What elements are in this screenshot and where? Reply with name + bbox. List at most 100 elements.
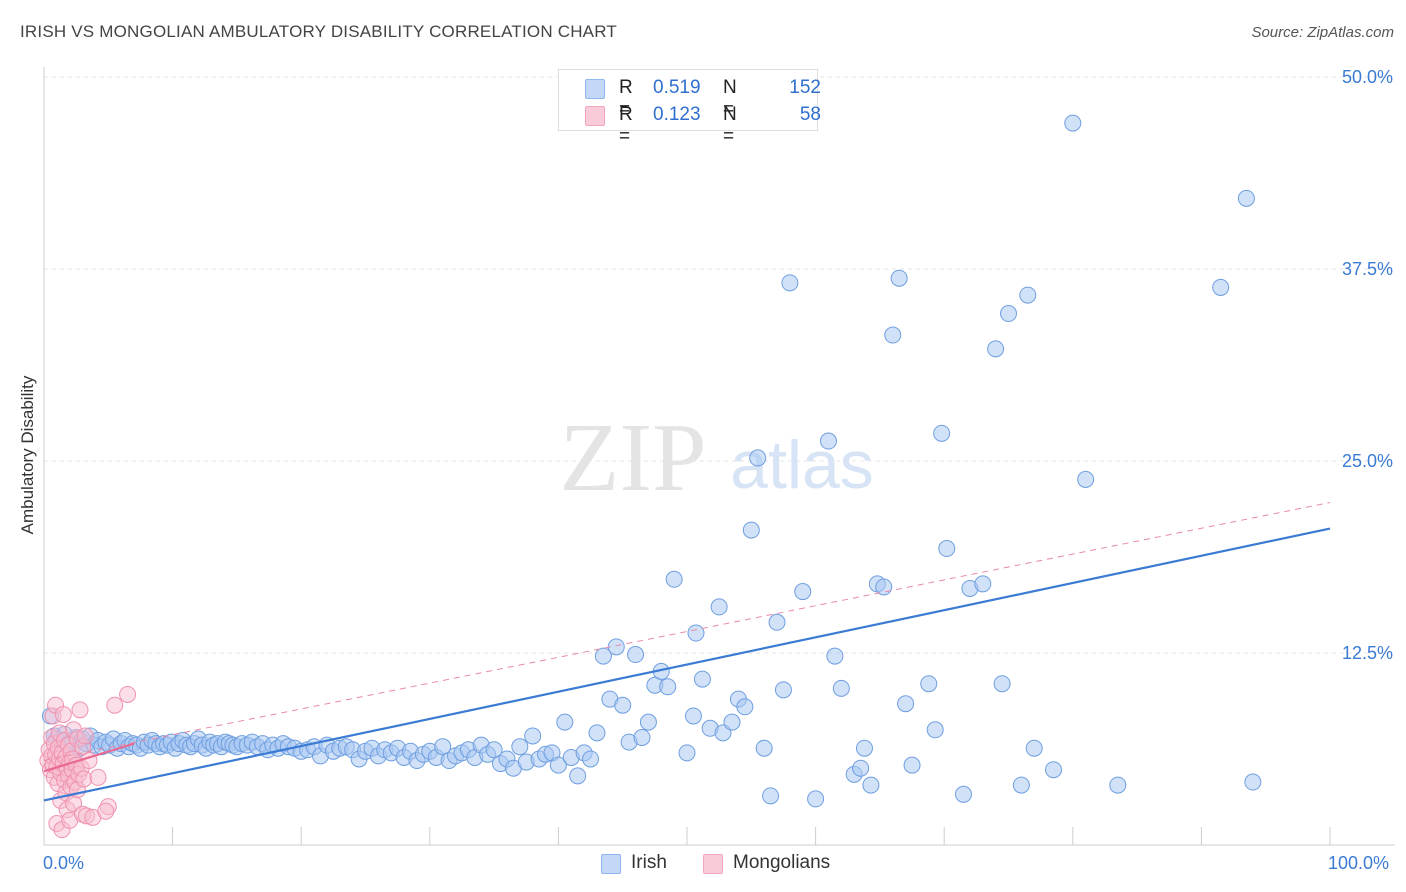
legend-n-value: 58 bbox=[799, 104, 821, 125]
irish-point-132 bbox=[755, 739, 773, 757]
irish-trend-line bbox=[43, 527, 1331, 802]
grid-lines bbox=[44, 76, 1395, 654]
mongolian-trend-projection bbox=[43, 501, 1331, 762]
irish-point-162 bbox=[1012, 776, 1030, 794]
irish-point-153 bbox=[926, 721, 944, 739]
irish-point-156 bbox=[954, 785, 972, 803]
irish-point-171 bbox=[1244, 773, 1262, 791]
irish-point-125 bbox=[710, 598, 728, 616]
irish-point-147 bbox=[875, 578, 893, 596]
irish-point-144 bbox=[855, 739, 873, 757]
irish-point-121 bbox=[684, 707, 702, 725]
legend-n-label: N = bbox=[723, 104, 737, 147]
watermark-zip: ZIP bbox=[560, 404, 707, 512]
irish-point-158 bbox=[974, 575, 992, 593]
irish-point-127 bbox=[723, 713, 741, 731]
irish-point-115 bbox=[639, 713, 657, 731]
irish-point-161 bbox=[1000, 305, 1017, 323]
irish-point-137 bbox=[794, 583, 812, 601]
irish-point-120 bbox=[678, 744, 696, 762]
legend-n-label: N = bbox=[723, 77, 737, 120]
mongolian-trend-line bbox=[43, 742, 135, 773]
watermark-atlas: atlas bbox=[730, 427, 874, 503]
legend-swatch-irish bbox=[585, 79, 605, 99]
watermark: ZIP atlas bbox=[560, 404, 874, 512]
irish-point-154 bbox=[933, 424, 951, 442]
irish-point-113 bbox=[627, 646, 645, 664]
legend-swatch-mongolians bbox=[585, 106, 605, 126]
stats-legend: R = 0.519 N = 152 R = 0.123 N = 58 bbox=[558, 69, 821, 147]
irish-point-101 bbox=[549, 756, 567, 774]
irish-point-97 bbox=[524, 727, 542, 745]
bottom-legend-label-mongolians: Mongolians bbox=[733, 852, 831, 873]
irish-point-148 bbox=[884, 326, 902, 344]
source-label: Source: ZipAtlas.com bbox=[1251, 24, 1394, 41]
irish-point-139 bbox=[819, 432, 837, 450]
y-tick-label-1: 25.0% bbox=[1342, 451, 1393, 471]
irish-point-91 bbox=[485, 741, 503, 759]
y-tick-labels: 12.5% 25.0% 37.5% 50.0% bbox=[1342, 67, 1393, 663]
mongolian-point-56 bbox=[119, 685, 137, 703]
irish-point-129 bbox=[736, 698, 754, 716]
legend-n-value: 152 bbox=[789, 77, 821, 98]
chart-title: IRISH VS MONGOLIAN AMBULATORY DISABILITY… bbox=[20, 22, 617, 41]
y-axis-label: Ambulatory Disability bbox=[18, 375, 37, 535]
irish-point-165 bbox=[1045, 761, 1063, 779]
mongolian-point-48 bbox=[75, 770, 93, 788]
mongolian-point-53 bbox=[89, 768, 107, 786]
mongolian-point-49 bbox=[76, 727, 94, 745]
trend-lines bbox=[43, 501, 1331, 802]
irish-point-141 bbox=[832, 679, 850, 697]
legend-r-value: 0.519 bbox=[653, 77, 701, 98]
irish-point-155 bbox=[938, 540, 956, 558]
irish-point-135 bbox=[774, 681, 792, 699]
mongolian-point-44 bbox=[71, 701, 89, 719]
x-tick-label-max: 100.0% bbox=[1328, 853, 1390, 873]
irish-point-106 bbox=[582, 750, 600, 768]
irish-point-145 bbox=[862, 776, 880, 794]
irish-point-136 bbox=[781, 274, 799, 292]
legend-r-label: R = bbox=[619, 77, 633, 120]
bottom-legend-label-irish: Irish bbox=[631, 852, 667, 873]
irish-point-169 bbox=[1212, 278, 1230, 296]
irish-point-131 bbox=[749, 449, 767, 467]
irish-point-104 bbox=[569, 767, 587, 785]
irish-point-123 bbox=[693, 670, 711, 688]
irish-point-152 bbox=[920, 675, 938, 693]
irish-point-164 bbox=[1025, 739, 1043, 757]
mongolian-point-55 bbox=[106, 696, 124, 714]
bottom-legend-swatch-irish bbox=[601, 854, 621, 874]
irish-point-130 bbox=[742, 521, 760, 539]
y-tick-label-3: 50.0% bbox=[1342, 67, 1393, 87]
mongolian-point-57 bbox=[97, 802, 115, 820]
irish-point-151 bbox=[903, 756, 921, 774]
irish-point-83 bbox=[434, 738, 452, 756]
irish-point-133 bbox=[762, 787, 780, 805]
irish-point-119 bbox=[665, 570, 683, 588]
irish-point-140 bbox=[826, 647, 844, 665]
irish-point-143 bbox=[852, 759, 870, 777]
irish-point-163 bbox=[1019, 286, 1037, 304]
irish-point-170 bbox=[1237, 189, 1255, 207]
x-tick-label-min: 0.0% bbox=[43, 853, 85, 873]
irish-point-118 bbox=[659, 678, 677, 696]
irish-point-107 bbox=[588, 724, 606, 742]
irish-point-149 bbox=[890, 269, 908, 287]
irish-point-114 bbox=[633, 728, 651, 746]
y-tick-label-0: 12.5% bbox=[1342, 643, 1393, 663]
bottom-legend-swatch-mongolians bbox=[703, 854, 723, 874]
irish-point-167 bbox=[1077, 470, 1095, 488]
mongolian-point-22 bbox=[54, 705, 72, 723]
irish-point-166 bbox=[1064, 114, 1082, 132]
irish-point-111 bbox=[614, 696, 632, 714]
irish-point-160 bbox=[993, 675, 1011, 693]
mongolian-points bbox=[39, 685, 137, 839]
irish-point-134 bbox=[768, 613, 786, 631]
irish-point-150 bbox=[897, 695, 915, 713]
legend-r-label: R = bbox=[619, 104, 633, 147]
irish-point-138 bbox=[807, 790, 825, 808]
irish-point-159 bbox=[987, 340, 1005, 358]
irish-point-102 bbox=[556, 713, 574, 731]
irish-point-168 bbox=[1109, 776, 1127, 794]
